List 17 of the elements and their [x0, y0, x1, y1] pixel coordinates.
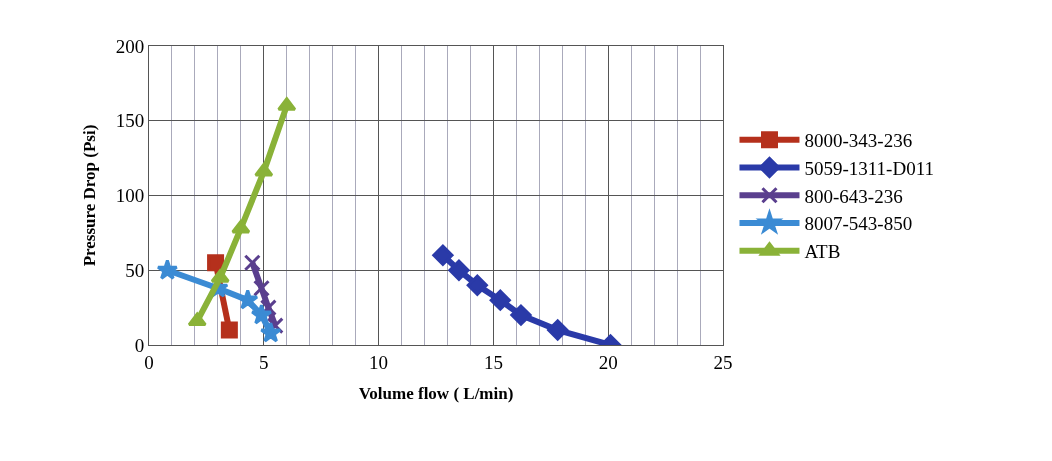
- x-tick-label: 20: [598, 351, 618, 373]
- y-axis-title: Pressure Drop (Psi): [80, 124, 100, 267]
- x-tick-label: 10: [369, 351, 389, 373]
- y-tick-label: 0: [134, 334, 145, 356]
- x-tick-label: 25: [713, 351, 733, 373]
- legend-label: 8007-543-850: [804, 213, 913, 235]
- x-axis-title: Volume flow ( L/min): [358, 384, 514, 404]
- y-tick-label: 150: [115, 110, 145, 132]
- x-tick-label: 5: [259, 351, 269, 373]
- legend-label: 5059-1311-D011: [804, 157, 934, 179]
- legend-label: 8000-343-236: [804, 130, 913, 152]
- y-tick-label: 50: [125, 259, 145, 281]
- y-tick-label: 100: [115, 185, 145, 207]
- x-tick-label: 15: [483, 351, 503, 373]
- y-tick-label: 200: [115, 35, 145, 57]
- legend-label: ATB: [804, 241, 841, 263]
- legend-label: 800-643-236: [804, 185, 903, 207]
